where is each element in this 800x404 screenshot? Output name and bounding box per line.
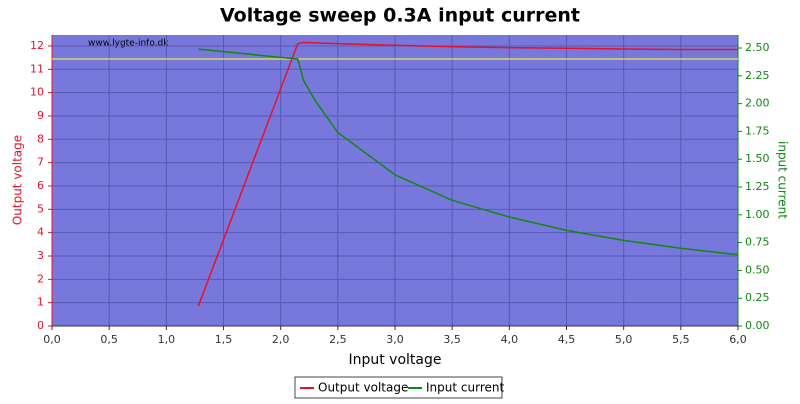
y-tick-label: 10: [30, 86, 44, 99]
y2-tick-label: 2.25: [745, 69, 770, 82]
x-tick-label: 3,5: [443, 333, 461, 346]
y-tick-label: 2: [37, 272, 44, 285]
y2-tick-label: 0.00: [745, 319, 770, 332]
legend-box: [294, 376, 503, 399]
y-axis-label: Output voltage: [11, 135, 25, 225]
x-tick-label: 0,0: [43, 333, 61, 346]
x-tick-label: 4,0: [501, 333, 519, 346]
y-tick-label: 3: [37, 249, 44, 262]
y-tick-label: 1: [37, 296, 44, 309]
series-line: [198, 48, 739, 256]
y-tick-label: 6: [37, 179, 44, 192]
watermark: www.lygte-info.dk: [88, 39, 169, 49]
y-tick-label: 0: [37, 319, 44, 332]
y-tick-label: 8: [37, 132, 44, 145]
x-tick-label: 1,0: [158, 333, 176, 346]
x-axis-label: Input voltage: [348, 352, 441, 368]
x-tick-label: 5,5: [672, 333, 690, 346]
x-tick-label: 2,0: [272, 333, 290, 346]
y-tick-label: 11: [30, 62, 44, 75]
x-tick-label: 3,0: [386, 333, 404, 346]
y-tick-label: 9: [37, 109, 44, 122]
x-tick-label: 4,5: [558, 333, 576, 346]
x-tick-label: 2,5: [329, 333, 347, 346]
x-tick-label: 1,5: [215, 333, 233, 346]
y2-tick-label: 2.00: [745, 97, 770, 110]
y2-tick-label: 2.50: [745, 41, 770, 54]
y2-tick-label: 0.50: [745, 263, 770, 276]
y2-tick-label: 0.25: [745, 291, 770, 304]
y2-tick-label: 0.75: [745, 236, 770, 249]
y-tick-label: 12: [30, 39, 44, 52]
x-tick-label: 0,5: [100, 333, 118, 346]
x-tick-label: 5,0: [615, 333, 633, 346]
y-tick-label: 7: [37, 156, 44, 169]
series-line: [197, 41, 738, 307]
chart-title: Voltage sweep 0.3A input current: [220, 5, 580, 27]
y2-axis-label: input current: [776, 141, 790, 219]
legend-label: Output voltage: [318, 381, 408, 395]
y-tick-label: 5: [37, 202, 44, 215]
y2-tick-label: 1.75: [745, 124, 770, 137]
y-tick-label: 4: [37, 226, 44, 239]
y2-tick-label: 1.00: [745, 208, 770, 221]
x-tick-label: 6,0: [729, 333, 747, 346]
legend-label: Input current: [426, 381, 504, 395]
y2-tick-label: 1.25: [745, 180, 770, 193]
y2-tick-label: 1.50: [745, 152, 770, 165]
